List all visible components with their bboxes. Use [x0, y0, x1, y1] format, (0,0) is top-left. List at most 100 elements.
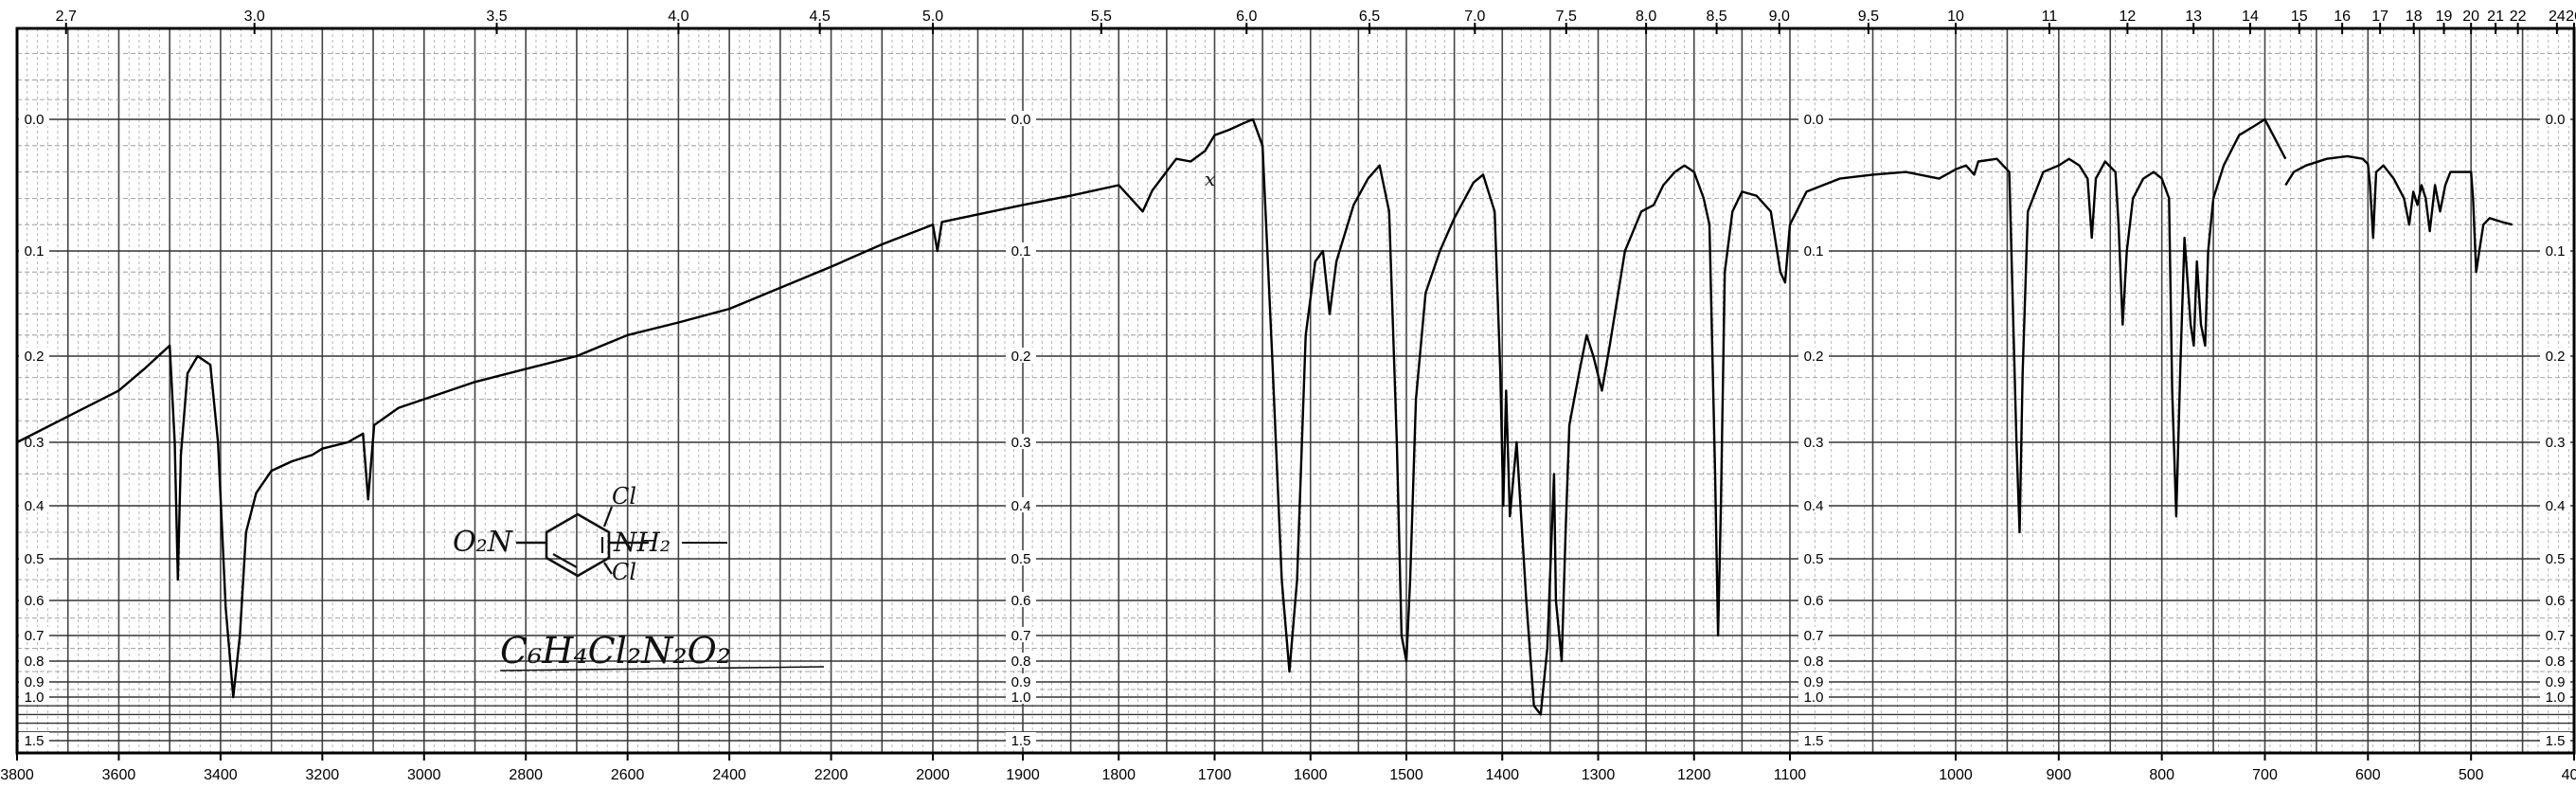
absorbance-label-backdrop — [2540, 550, 2570, 565]
bottom-tick-label: 3400 — [204, 767, 238, 783]
bottom-tick-label: 900 — [2046, 767, 2071, 783]
top-tick-label: 12 — [2119, 9, 2136, 25]
absorbance-tick-label: 0.5 — [1011, 551, 1031, 567]
absorbance-tick-label: 1.5 — [1804, 733, 1824, 749]
bottom-tick-label: 700 — [2252, 767, 2278, 783]
bottom-tick-label: 1600 — [1294, 767, 1328, 783]
absorbance-gridlines — [17, 53, 2574, 742]
absorbance-label-backdrop — [1798, 592, 1829, 607]
absorbance-label-backdrop — [2540, 627, 2570, 642]
absorbance-label-backdrop — [2540, 434, 2570, 449]
bottom-tick-label: 3200 — [306, 767, 340, 783]
top-tick-label: 18 — [2406, 9, 2423, 25]
bottom-tick-label: 3000 — [407, 767, 441, 783]
absorbance-label-backdrop — [1006, 434, 1036, 449]
absorbance-tick-label: 0.5 — [25, 551, 45, 567]
absorbance-tick-label: 0.4 — [1011, 498, 1031, 514]
absorbance-label-backdrop — [1006, 348, 1036, 363]
absorbance-label-backdrop — [2540, 732, 2570, 747]
absorbance-tick-label: 0.4 — [25, 498, 45, 514]
absorbance-tick-label: 0.6 — [2546, 593, 2566, 609]
top-tick-label: 9.5 — [1858, 9, 1879, 25]
absorbance-tick-label: 0.0 — [1011, 112, 1031, 128]
absorbance-tick-label: 0.0 — [2546, 112, 2566, 128]
top-tick-label: 11 — [2042, 9, 2058, 25]
absorbance-tick-label: 0.4 — [2546, 498, 2566, 514]
absorbance-label-backdrop — [19, 627, 49, 642]
absorbance-label-backdrop — [2540, 242, 2570, 258]
absorbance-label-backdrop — [1798, 653, 1829, 668]
bottom-tick-label: 1700 — [1198, 767, 1232, 783]
top-tick-label: 3.5 — [486, 9, 507, 25]
absorbance-tick-label: 0.3 — [2546, 435, 2566, 451]
structure-label-chlorine-top: Cl — [612, 483, 636, 510]
top-tick-label: 4.0 — [668, 9, 689, 25]
bottom-tick-label: 1500 — [1389, 767, 1423, 783]
absorbance-label-backdrop — [19, 592, 49, 607]
absorbance-tick-label: 0.9 — [2546, 674, 2566, 690]
absorbance-tick-label: 0.1 — [1804, 243, 1824, 260]
absorbance-tick-label: 0.2 — [25, 349, 45, 365]
spectrum-trace-main — [16, 117, 2287, 716]
marker-x-annotation: x — [1205, 168, 1215, 190]
top-tick-label: 14 — [2242, 9, 2259, 25]
absorbance-tick-label: 1.0 — [1804, 690, 1824, 706]
absorbance-tick-label: 0.7 — [2546, 628, 2566, 644]
top-tick-label: 8.0 — [1636, 9, 1656, 25]
absorbance-label-backdrop — [1798, 497, 1829, 512]
bottom-tick-label: 800 — [2149, 767, 2174, 783]
absorbance-label-backdrop — [1798, 348, 1829, 363]
absorbance-tick-label: 0.7 — [1804, 628, 1824, 644]
absorbance-label-backdrop — [1798, 111, 1829, 126]
top-tick-label: 5.0 — [922, 9, 943, 25]
bond-to-chlorine-bottom — [603, 562, 613, 575]
top-tick-label: 15 — [2291, 9, 2308, 25]
top-tick-label: 9.0 — [1769, 9, 1790, 25]
absorbance-label-backdrop — [2540, 689, 2570, 704]
absorbance-tick-label: 0.7 — [1011, 628, 1031, 644]
absorbance-tick-label: 0.5 — [2546, 551, 2566, 567]
bottom-tick-label: 1300 — [1582, 767, 1616, 783]
molecular-formula: C₆H₄Cl₂N₂O₂ — [500, 630, 731, 672]
top-tick-label: 7.0 — [1464, 9, 1485, 25]
absorbance-tick-label: 0.2 — [2546, 349, 2566, 365]
absorbance-tick-label: 0.0 — [25, 112, 45, 128]
bottom-tick-label: 2400 — [712, 767, 746, 783]
benzene-ring — [545, 512, 611, 578]
spectrum-trace-far-ir — [2284, 154, 2513, 274]
absorbance-tick-label: 0.1 — [1011, 243, 1031, 260]
absorbance-label-backdrop — [1006, 592, 1036, 607]
bottom-tick-label: 400 — [2562, 767, 2576, 783]
top-tick-label: 6.0 — [1236, 9, 1257, 25]
top-tick-label: 2.7 — [56, 9, 77, 25]
top-tick-label: 16 — [2334, 9, 2351, 25]
absorbance-label-backdrop — [19, 550, 49, 565]
bottom-tick-label: 2600 — [611, 767, 645, 783]
absorbance-label-backdrop — [1798, 689, 1829, 704]
absorbance-label-backdrop — [2540, 111, 2570, 126]
absorbance-tick-label: 0.8 — [1804, 654, 1824, 670]
top-tick-label: 26 — [2566, 9, 2576, 25]
absorbance-label-backdrop — [1798, 550, 1829, 565]
bottom-wavenumber-axis: 3800 3600 3400 3200 3000 2800 2600 2400 2200 2000… — [0, 753, 2576, 783]
bottom-tick-label: 1100 — [1774, 767, 1807, 783]
top-tick-label: 13 — [2185, 9, 2202, 25]
absorbance-tick-label: 0.6 — [25, 593, 45, 609]
top-tick-label: 6.5 — [1359, 9, 1380, 25]
bottom-tick-label: 1200 — [1677, 767, 1711, 783]
absorbance-label-backdrop — [1798, 242, 1829, 258]
absorbance-label-backdrop — [1798, 627, 1829, 642]
structure-label-amine: NH₂ — [613, 527, 671, 558]
top-tick-label: 3.0 — [244, 9, 265, 25]
structure-drawing: O₂N Cl NH₂ Cl — [453, 483, 727, 585]
absorbance-label-backdrop — [1006, 111, 1036, 126]
absorbance-label-backdrop — [1006, 627, 1036, 642]
absorbance-label-backdrop — [19, 689, 49, 704]
top-tick-label: 5.5 — [1091, 9, 1112, 25]
plot-frame — [15, 27, 2576, 755]
absorbance-tick-label: 0.3 — [25, 435, 45, 451]
absorbance-label-backdrop — [1798, 673, 1829, 689]
top-tick-label: 21 — [2487, 9, 2504, 25]
bottom-tick-label: 600 — [2355, 767, 2381, 783]
